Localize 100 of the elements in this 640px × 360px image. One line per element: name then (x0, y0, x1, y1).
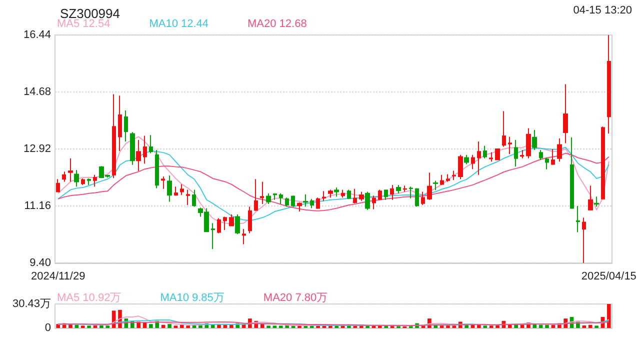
candlestick (415, 188, 419, 208)
candlestick (124, 110, 128, 142)
candlestick (316, 197, 320, 210)
candlestick (532, 129, 537, 150)
text: MA20 12.68 (248, 18, 307, 30)
candlestick (291, 195, 295, 208)
candlestick (446, 174, 450, 182)
y-tick-label: 16.44 (23, 29, 51, 41)
text: MA10 12.44 (149, 18, 209, 30)
candlestick (576, 206, 580, 233)
candlestick (427, 172, 432, 200)
candlestick (551, 148, 555, 166)
candlestick (136, 139, 141, 172)
series-label: MA10 9.85万 (160, 292, 224, 304)
candlestick (471, 154, 475, 170)
candlestick (563, 84, 568, 144)
candlestick (310, 198, 314, 209)
bar (229, 324, 234, 328)
candlestick (440, 174, 444, 186)
candlestick (285, 197, 289, 208)
candlestick (545, 157, 549, 170)
candlestick (93, 174, 97, 188)
candlestick (495, 148, 500, 160)
candlestick (56, 178, 60, 192)
bar (545, 324, 549, 328)
y-tick-label: 11.16 (24, 200, 51, 212)
candlestick (514, 139, 518, 167)
candlestick (390, 184, 394, 200)
y-tick-label: 9.40 (30, 257, 51, 269)
candlestick (211, 222, 215, 250)
text: 04-15 13:20 (573, 4, 632, 16)
candlestick (260, 181, 264, 205)
candlestick (161, 176, 165, 190)
candlestick (192, 189, 196, 208)
candlestick (433, 180, 438, 191)
bar (582, 325, 586, 328)
candlestick (365, 191, 370, 210)
candlestick (167, 175, 172, 202)
bar (149, 324, 153, 328)
candlestick (149, 134, 153, 154)
candlestick (235, 214, 240, 235)
line-series (58, 146, 610, 222)
line-series (58, 152, 610, 212)
candlestick (303, 194, 308, 208)
candlestick (489, 152, 493, 162)
candlestick (223, 216, 227, 230)
candlestick (87, 178, 91, 186)
candlestick (62, 171, 66, 182)
candlestick (334, 187, 339, 198)
y-tick-label: 12.92 (23, 143, 51, 155)
candlestick (570, 136, 574, 209)
x-tick-label: 2024/11/29 (30, 270, 86, 282)
candlestick (526, 128, 531, 159)
bar (606, 304, 611, 328)
candlestick (74, 170, 79, 188)
y-tick-label: 30.43万 (12, 298, 51, 310)
candlestick (582, 217, 586, 264)
candlestick (229, 214, 234, 226)
candlestick (483, 145, 487, 159)
candlestick (174, 186, 178, 196)
text: MA5 12.54 (57, 18, 110, 30)
chart-title: SZ300994 (60, 6, 120, 21)
y-tick-label: 14.68 (23, 86, 51, 98)
series-label: MA20 7.80万 (263, 292, 328, 304)
candlestick (155, 149, 159, 189)
candlestick (130, 132, 135, 166)
bar (588, 324, 592, 328)
candlestick (328, 189, 333, 198)
bar (74, 324, 79, 328)
candlestick (248, 206, 252, 234)
candlestick (557, 138, 562, 162)
candlestick (403, 185, 407, 192)
candlestick (588, 185, 593, 210)
candlestick (359, 191, 364, 202)
bar (180, 324, 184, 328)
candlestick (143, 135, 147, 164)
candlestick (458, 154, 463, 180)
candlestick (452, 170, 456, 181)
candlestick (180, 184, 184, 196)
candlestick (347, 189, 351, 200)
candlestick (81, 178, 85, 186)
candlestick (409, 186, 413, 199)
candlestick (68, 158, 73, 182)
candlestick (539, 149, 543, 161)
bar (168, 324, 172, 328)
line-series (58, 136, 610, 224)
x-tick-label: 2025/04/15 (581, 270, 636, 282)
candlestick (384, 190, 388, 200)
series-label: MA5 10.92万 (57, 292, 122, 304)
candlestick (502, 110, 506, 148)
candlestick (372, 195, 376, 210)
candlestick (266, 192, 271, 205)
candlestick (322, 190, 326, 202)
candlestick (242, 228, 246, 245)
candlestick (279, 192, 283, 205)
candlestick (378, 189, 382, 200)
candlestick (112, 94, 116, 179)
candlestick (421, 191, 425, 206)
candlestick (594, 196, 599, 208)
candlestick (118, 95, 122, 152)
